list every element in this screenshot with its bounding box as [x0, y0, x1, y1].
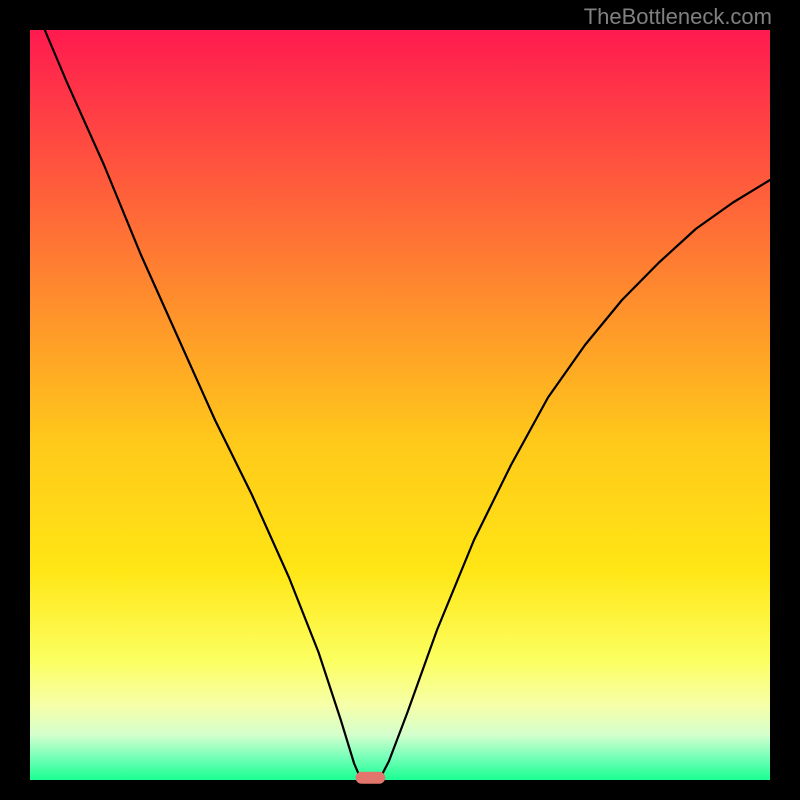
watermark-text: TheBottleneck.com — [584, 4, 772, 30]
plot-area — [30, 30, 770, 780]
bottleneck-curve-left — [45, 30, 360, 776]
outer-frame: TheBottleneck.com — [0, 0, 800, 800]
chart-svg — [30, 30, 770, 780]
minimum-marker — [356, 772, 386, 784]
bottleneck-curve-right — [382, 180, 770, 776]
